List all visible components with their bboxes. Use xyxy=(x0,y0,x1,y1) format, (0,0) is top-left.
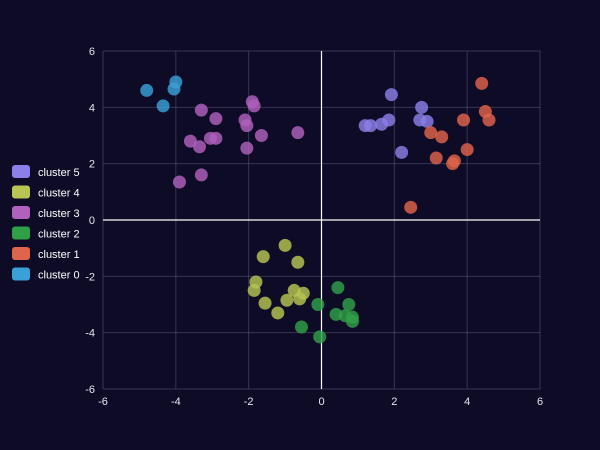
data-point-cluster-2 xyxy=(331,281,345,295)
data-point-cluster-3 xyxy=(193,140,207,154)
data-point-cluster-2 xyxy=(345,314,359,328)
data-point-cluster-3 xyxy=(209,112,223,126)
x-tick-label: 4 xyxy=(464,396,470,408)
y-tick-label: 4 xyxy=(89,102,95,114)
data-point-cluster-3 xyxy=(209,131,223,145)
data-point-cluster-5 xyxy=(415,100,429,114)
legend: cluster 5 cluster 4 cluster 3 cluster 2 clus… xyxy=(12,165,80,282)
data-point-cluster-0 xyxy=(156,99,170,113)
legend-swatch-cluster-5 xyxy=(12,165,30,178)
data-point-cluster-2 xyxy=(294,320,308,334)
data-point-cluster-2 xyxy=(342,298,356,311)
data-point-cluster-3 xyxy=(240,119,254,133)
data-point-cluster-4 xyxy=(291,255,305,269)
data-point-cluster-5 xyxy=(395,145,409,159)
data-point-cluster-3 xyxy=(291,126,305,140)
data-point-cluster-3 xyxy=(240,141,254,155)
data-point-cluster-0 xyxy=(167,82,181,96)
legend-swatch-cluster-0 xyxy=(12,267,30,281)
data-point-cluster-4 xyxy=(247,283,261,297)
tick-labels: -6 -4 -2 0 2 4 6 -6 -4 -2 0 2 4 6 xyxy=(85,46,543,408)
y-tick-label: 6 xyxy=(89,46,95,58)
data-point-cluster-1 xyxy=(457,113,471,127)
data-point-cluster-4 xyxy=(293,292,307,306)
data-point-cluster-4 xyxy=(256,250,270,264)
data-point-cluster-1 xyxy=(424,126,438,140)
data-point-cluster-4 xyxy=(258,296,272,310)
data-point-cluster-4 xyxy=(280,293,294,307)
legend-label-cluster-4: cluster 4 xyxy=(38,188,80,200)
data-point-cluster-1 xyxy=(446,157,460,171)
y-tick-label: -4 xyxy=(85,328,95,340)
x-tick-label: 2 xyxy=(391,396,397,408)
data-point-cluster-5 xyxy=(382,113,396,127)
x-tick-label: -4 xyxy=(171,396,181,408)
data-point-cluster-2 xyxy=(313,330,327,344)
data-point-cluster-4 xyxy=(278,238,292,252)
legend-label-cluster-1: cluster 1 xyxy=(38,249,80,261)
legend-label-cluster-3: cluster 3 xyxy=(38,208,80,220)
data-points xyxy=(140,75,496,344)
legend-label-cluster-2: cluster 2 xyxy=(38,229,80,241)
y-tick-label: -6 xyxy=(85,384,95,396)
data-point-cluster-1 xyxy=(429,151,443,165)
data-point-cluster-2 xyxy=(311,298,325,311)
data-point-cluster-1 xyxy=(435,130,449,144)
legend-label-cluster-0: cluster 0 xyxy=(38,270,80,282)
data-point-cluster-3 xyxy=(194,103,208,117)
data-point-cluster-3 xyxy=(247,99,261,113)
data-point-cluster-4 xyxy=(271,306,285,320)
data-point-cluster-3 xyxy=(254,129,268,142)
legend-swatch-cluster-3 xyxy=(12,206,30,219)
data-point-cluster-1 xyxy=(460,143,474,157)
data-point-cluster-0 xyxy=(140,83,154,97)
data-point-cluster-1 xyxy=(404,200,418,214)
grid xyxy=(102,50,541,390)
data-point-cluster-3 xyxy=(194,168,208,182)
x-tick-label: -6 xyxy=(98,396,108,408)
data-point-cluster-3 xyxy=(172,175,186,189)
data-point-cluster-5 xyxy=(384,88,398,102)
y-tick-label: -2 xyxy=(85,271,95,283)
y-tick-label: 0 xyxy=(89,215,95,227)
data-point-cluster-1 xyxy=(475,76,489,90)
legend-swatch-cluster-2 xyxy=(12,226,30,240)
x-tick-label: 6 xyxy=(537,396,543,408)
x-tick-label: -2 xyxy=(244,396,254,408)
legend-swatch-cluster-1 xyxy=(12,247,30,260)
legend-label-cluster-5: cluster 5 xyxy=(38,167,80,179)
data-point-cluster-5 xyxy=(420,114,434,128)
data-point-cluster-1 xyxy=(482,113,496,127)
legend-swatch-cluster-4 xyxy=(12,185,30,199)
x-tick-label: 0 xyxy=(318,396,324,408)
data-point-cluster-5 xyxy=(364,119,378,133)
y-tick-label: 2 xyxy=(89,159,95,171)
